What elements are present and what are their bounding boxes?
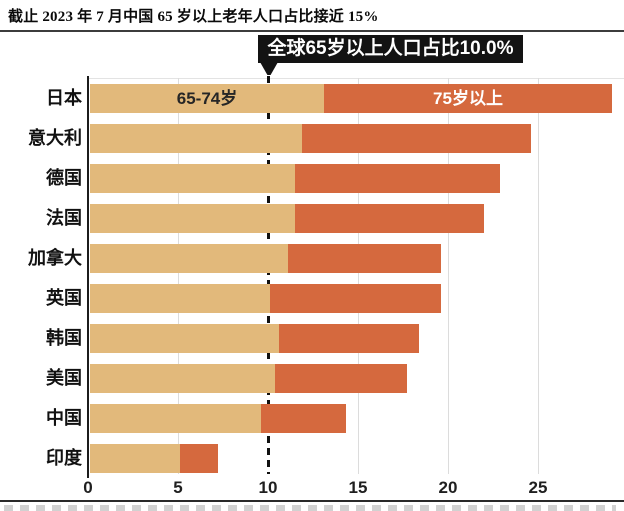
y-axis-line [87, 76, 89, 478]
clipped-source-text [4, 505, 616, 511]
x-tick-label-25: 25 [528, 478, 548, 497]
x-tick-label-0: 0 [83, 478, 93, 497]
bar-segment-young [90, 204, 296, 233]
bar-row-6: 英国 [0, 284, 624, 313]
x-tick-label-15: 15 [348, 478, 368, 497]
bar-row-5: 加拿大 [0, 244, 624, 273]
plot-area: 日本 65-74岁 75岁以上意大利德国法国加拿大英国韩国美国中国印度 [0, 72, 624, 478]
global-average-callout: 全球65岁以上人口占比10.0% [258, 35, 523, 63]
bar-segment-young [90, 444, 180, 473]
page-title: 截止 2023 年 7 月中国 65 岁以上老年人口占比接近 15% [8, 9, 379, 25]
bar-row-9: 中国 [0, 404, 624, 433]
x-axis-ticks: 0 5 10 15 20 25 [0, 478, 624, 500]
bar-segment-old [261, 404, 346, 433]
gridline-x5 [178, 78, 179, 474]
bar-segment-young [90, 124, 303, 153]
country-label: 印度 [46, 448, 82, 468]
bar-row-3: 德国 [0, 164, 624, 193]
bar-row-1: 日本 65-74岁 75岁以上 [0, 84, 624, 113]
bar-segment-young [90, 284, 270, 313]
bar-segment-young [90, 364, 276, 393]
bar-segment-young: 65-74岁 [90, 84, 324, 113]
x-tick-label-5: 5 [173, 478, 183, 497]
bar-segment-old [302, 124, 531, 153]
x-tick-label-10: 10 [258, 478, 278, 497]
bar-row-4: 法国 [0, 204, 624, 233]
bar-segment-old [295, 204, 485, 233]
bar-segment-young [90, 164, 296, 193]
bar-segment-old [288, 244, 441, 273]
bar-segment-old [270, 284, 441, 313]
bar-segment-old [180, 444, 218, 473]
gridline-x15 [358, 78, 359, 474]
series-label-old: 75岁以上 [433, 89, 503, 108]
bar-row-8: 美国 [0, 364, 624, 393]
country-label: 韩国 [46, 328, 82, 348]
country-label: 美国 [46, 368, 82, 388]
gridline-x25 [538, 78, 539, 474]
bar-row-7: 韩国 [0, 324, 624, 353]
country-label: 意大利 [28, 128, 82, 148]
bar-segment-old [295, 164, 501, 193]
bar-segment-old [279, 324, 420, 353]
country-label: 加拿大 [28, 248, 82, 268]
plot-top-border [88, 78, 624, 79]
footer-divider [0, 500, 624, 502]
country-label: 英国 [46, 288, 82, 308]
bar-row-2: 意大利 [0, 124, 624, 153]
bar-row-10: 印度 [0, 444, 624, 473]
bar-segment-old: 75岁以上 [324, 84, 612, 113]
bar-segment-old [275, 364, 407, 393]
series-label-young: 65-74岁 [176, 89, 238, 108]
country-label: 中国 [46, 408, 82, 428]
bar-segment-young [90, 324, 279, 353]
country-label: 日本 [46, 88, 82, 108]
country-label: 法国 [46, 208, 82, 228]
x-tick-label-20: 20 [438, 478, 458, 497]
bar-segment-young [90, 244, 288, 273]
bar-segment-young [90, 404, 261, 433]
title-divider [0, 30, 624, 32]
global-average-reference-line [267, 76, 270, 474]
country-label: 德国 [46, 168, 82, 188]
gridline-x20 [448, 78, 449, 474]
